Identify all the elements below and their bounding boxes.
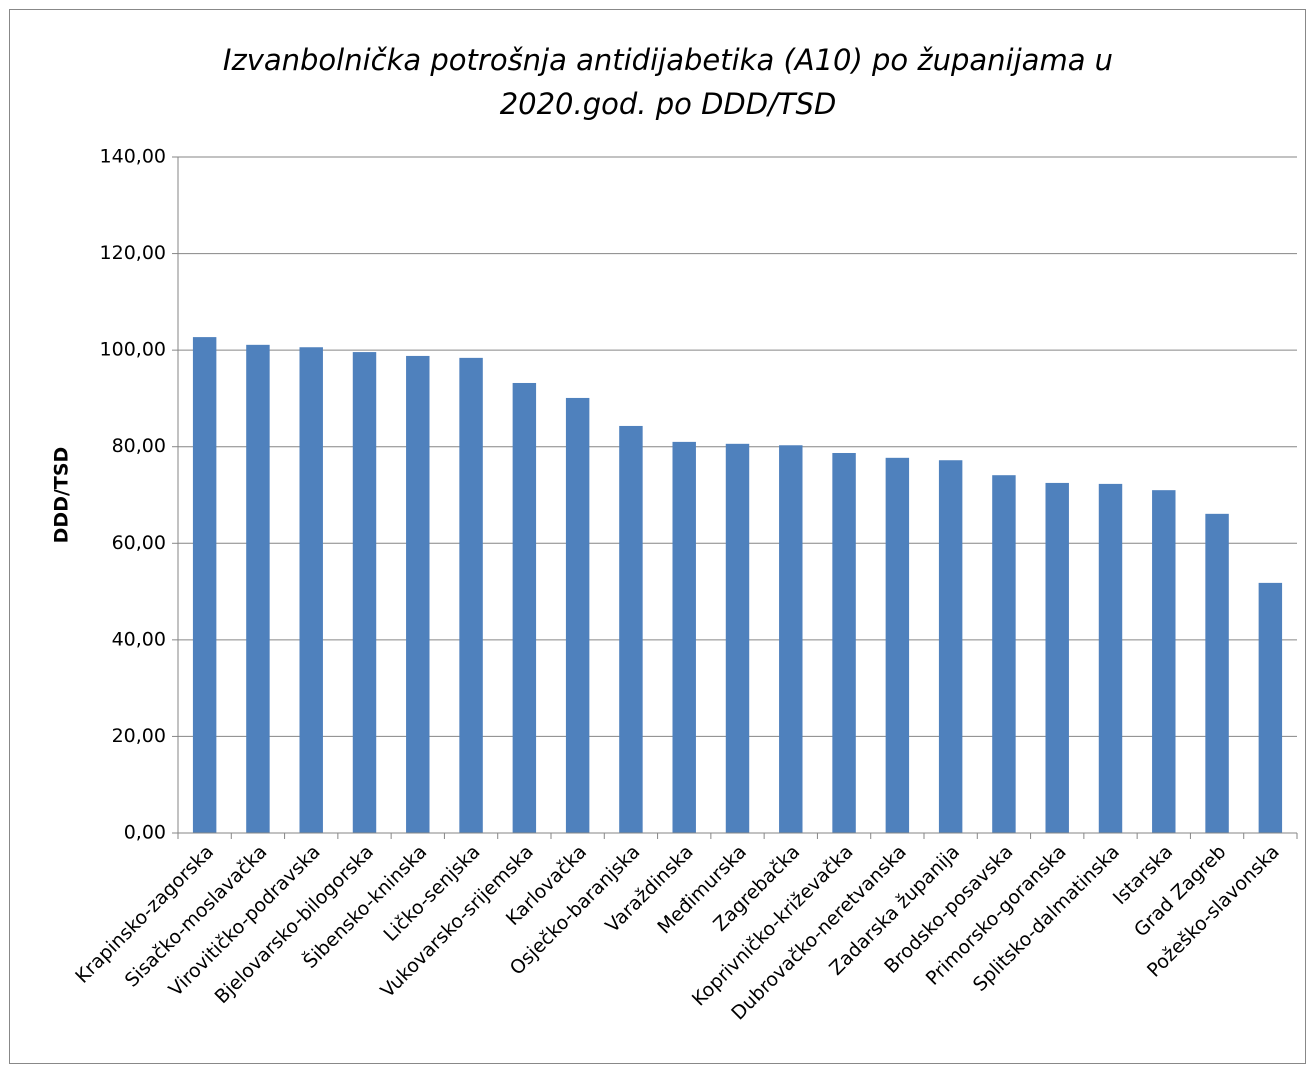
y-tick-label: 40,00 bbox=[112, 628, 166, 650]
bar bbox=[1152, 490, 1176, 833]
bar bbox=[725, 443, 750, 833]
bar bbox=[406, 355, 430, 833]
bar bbox=[938, 460, 963, 833]
bar bbox=[619, 425, 643, 833]
bar bbox=[246, 344, 270, 833]
y-tick-label: 0,00 bbox=[124, 822, 166, 844]
y-axis-label: DDD/TSD bbox=[51, 447, 73, 544]
bar bbox=[992, 475, 1016, 833]
y-tick-label: 100,00 bbox=[100, 339, 166, 361]
chart-border bbox=[9, 9, 1306, 1064]
bar bbox=[192, 337, 217, 833]
y-tick-label: 20,00 bbox=[112, 725, 166, 747]
bar bbox=[299, 347, 323, 833]
chart-title: Izvanbolnička potrošnja antidijabetika (… bbox=[222, 43, 1114, 121]
bar bbox=[885, 457, 910, 833]
bar bbox=[512, 382, 537, 833]
y-tick-label: 80,00 bbox=[112, 435, 166, 457]
bar bbox=[1098, 483, 1123, 833]
bar bbox=[832, 452, 856, 833]
bar bbox=[672, 441, 696, 833]
x-tick-label: Grad Zagreb bbox=[1130, 841, 1231, 942]
y-tick-label: 120,00 bbox=[100, 242, 166, 264]
y-tick-label: 60,00 bbox=[112, 532, 166, 554]
bar bbox=[565, 397, 590, 833]
bar bbox=[352, 352, 377, 833]
bar bbox=[1045, 482, 1069, 833]
y-tick-label: 140,00 bbox=[100, 146, 166, 168]
bar bbox=[459, 357, 483, 833]
bar bbox=[1205, 513, 1229, 833]
bar bbox=[779, 445, 803, 833]
bar bbox=[1258, 582, 1283, 833]
